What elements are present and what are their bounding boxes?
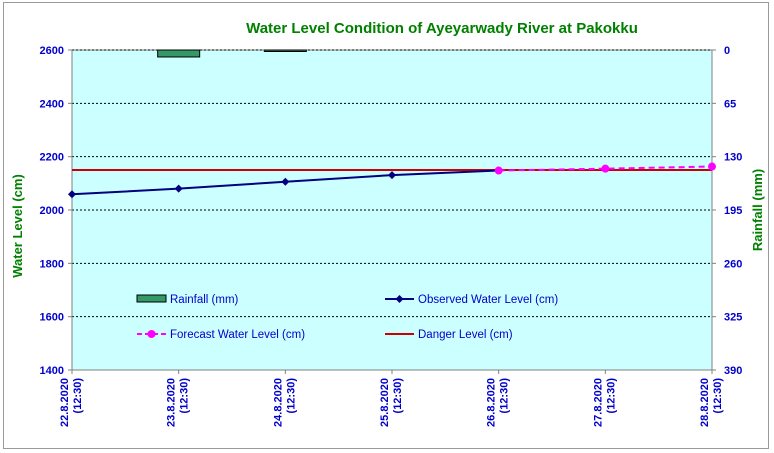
x-tick-label: 25.8.2020 (12:30) — [379, 378, 404, 427]
chart-title: Water Level Condition of Ayeyarwady Rive… — [246, 20, 638, 37]
forecast-point — [708, 162, 716, 171]
y-tick-label: 1400 — [40, 365, 64, 377]
y-tick-label: 1600 — [40, 312, 64, 324]
x-tick-label-line: (12:30) — [72, 378, 84, 414]
y-axis-label: Water Level (cm) — [10, 174, 25, 278]
y2-axis-label: Rainfall (mm) — [750, 169, 765, 251]
rainfall-bar — [263, 49, 307, 52]
x-tick-label: 23.8.2020 (12:30) — [166, 378, 191, 427]
observed-point — [281, 177, 290, 186]
x-tick-label-line: (12:30) — [392, 378, 404, 414]
y-tick-label: 2600 — [40, 45, 64, 57]
x-tick-label-line: 26.8.2020 — [486, 378, 498, 427]
x-tick-label-line: (12:30) — [285, 378, 297, 414]
x-tick-label-line: 25.8.2020 — [379, 378, 391, 427]
x-tick-label-line: 22.8.2020 — [59, 378, 71, 427]
x-tick-label: 28.8.2020 (12:30) — [699, 378, 724, 427]
rainfall-bar — [157, 49, 201, 58]
observed-point — [174, 184, 183, 193]
x-tick-label: 24.8.2020 (12:30) — [272, 378, 297, 427]
x-tick-label-line: (12:30) — [499, 378, 511, 414]
y-tick-label: 2000 — [40, 205, 64, 217]
forecast-level-line — [498, 165, 713, 172]
x-tick-label-line: (12:30) — [712, 378, 724, 414]
legend-marker — [147, 330, 156, 338]
x-tick-label-line: (12:30) — [179, 378, 191, 414]
y2-tick-label: 0 — [724, 45, 730, 57]
y2-tick-label: 325 — [724, 312, 742, 324]
y2-tick-label: 260 — [724, 258, 742, 270]
x-tick-label: 27.8.2020 (12:30) — [592, 378, 617, 427]
x-tick-label-line: 23.8.2020 — [166, 378, 178, 427]
x-tick-label-line: 27.8.2020 — [592, 378, 604, 427]
legend-marker — [395, 295, 404, 303]
legend-label: Forecast Water Level (cm) — [170, 329, 305, 341]
y2-tick-label: 390 — [724, 365, 742, 377]
legend-label: Danger Level (cm) — [418, 329, 513, 341]
x-tick-label-line: 24.8.2020 — [272, 378, 284, 427]
legend-label: Rainfall (mm) — [170, 294, 239, 306]
y2-tick-label: 195 — [724, 205, 742, 217]
y-tick-label: 2200 — [40, 152, 64, 164]
forecast-point — [494, 166, 503, 175]
y-tick-label: 1800 — [40, 258, 64, 270]
x-tick-label-line: (12:30) — [605, 378, 617, 414]
y-tick-label: 2400 — [40, 98, 64, 110]
x-tick-label: 26.8.2020 (12:30) — [486, 378, 511, 427]
x-tick-label-line: 28.8.2020 — [699, 378, 711, 427]
legend-rainfall-swatch — [136, 294, 167, 303]
forecast-point — [601, 164, 610, 173]
x-tick-label: 22.8.2020 (12:30) — [59, 378, 84, 427]
y2-tick-label: 65 — [724, 98, 736, 110]
legend-label: Observed Water Level (cm) — [418, 294, 558, 306]
observed-point — [388, 171, 396, 180]
y2-tick-label: 130 — [724, 152, 742, 164]
observed-point — [68, 190, 76, 199]
